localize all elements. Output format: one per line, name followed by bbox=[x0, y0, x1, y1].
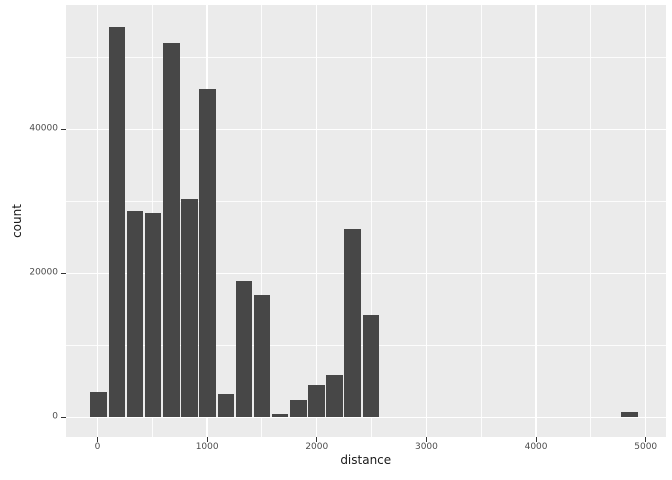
x-tick-label: 2000 bbox=[305, 441, 329, 452]
x-tick-mark bbox=[97, 437, 98, 442]
histogram-bar bbox=[199, 88, 216, 418]
histogram-bar bbox=[271, 414, 289, 418]
histogram-bar bbox=[308, 384, 325, 418]
histogram-bar bbox=[235, 281, 253, 418]
histogram-bar bbox=[144, 212, 162, 418]
x-major-gridline bbox=[645, 5, 647, 437]
x-major-gridline bbox=[96, 5, 99, 437]
plot-panel bbox=[65, 5, 666, 437]
y-major-gridline bbox=[65, 272, 666, 274]
histogram-bar bbox=[362, 315, 380, 418]
histogram-bar bbox=[253, 294, 271, 418]
x-minor-gridline bbox=[261, 5, 263, 437]
y-tick-mark bbox=[60, 128, 66, 130]
y-tick-label: 20000 bbox=[29, 267, 58, 278]
histogram-bar bbox=[326, 374, 343, 418]
x-minor-gridline bbox=[480, 5, 482, 437]
y-minor-gridline bbox=[65, 56, 666, 58]
histogram-bar bbox=[90, 392, 107, 418]
histogram-bar bbox=[126, 210, 144, 418]
y-major-gridline bbox=[65, 416, 666, 418]
x-minor-gridline bbox=[371, 5, 373, 437]
x-tick-mark bbox=[316, 437, 318, 442]
y-axis-title: count bbox=[10, 204, 24, 238]
x-axis-title: distance bbox=[340, 453, 392, 467]
x-tick-mark bbox=[206, 437, 208, 442]
x-tick-mark bbox=[645, 437, 647, 442]
histogram-bar bbox=[621, 412, 638, 418]
histogram-bar bbox=[181, 199, 198, 418]
x-tick-mark bbox=[535, 437, 537, 442]
x-tick-mark bbox=[425, 437, 427, 442]
x-major-gridline bbox=[535, 5, 537, 437]
histogram-bar bbox=[163, 42, 180, 418]
y-tick-label: 0 bbox=[52, 411, 58, 422]
x-major-gridline bbox=[425, 5, 428, 437]
histogram-bar bbox=[108, 27, 126, 418]
y-tick-label: 40000 bbox=[29, 123, 58, 134]
x-major-gridline bbox=[316, 5, 318, 437]
y-minor-gridline bbox=[65, 200, 666, 202]
x-tick-label: 4000 bbox=[524, 441, 548, 452]
y-major-gridline bbox=[65, 128, 666, 130]
x-tick-label: 5000 bbox=[634, 441, 658, 452]
y-tick-mark bbox=[60, 416, 66, 418]
x-tick-label: 3000 bbox=[414, 441, 438, 452]
x-tick-label: 0 bbox=[94, 441, 101, 452]
histogram-bar bbox=[217, 393, 235, 418]
histogram-bar bbox=[344, 229, 362, 418]
x-tick-label: 1000 bbox=[195, 441, 219, 452]
x-minor-gridline bbox=[590, 5, 592, 437]
histogram-bar bbox=[290, 400, 307, 418]
y-tick-mark bbox=[60, 272, 66, 274]
